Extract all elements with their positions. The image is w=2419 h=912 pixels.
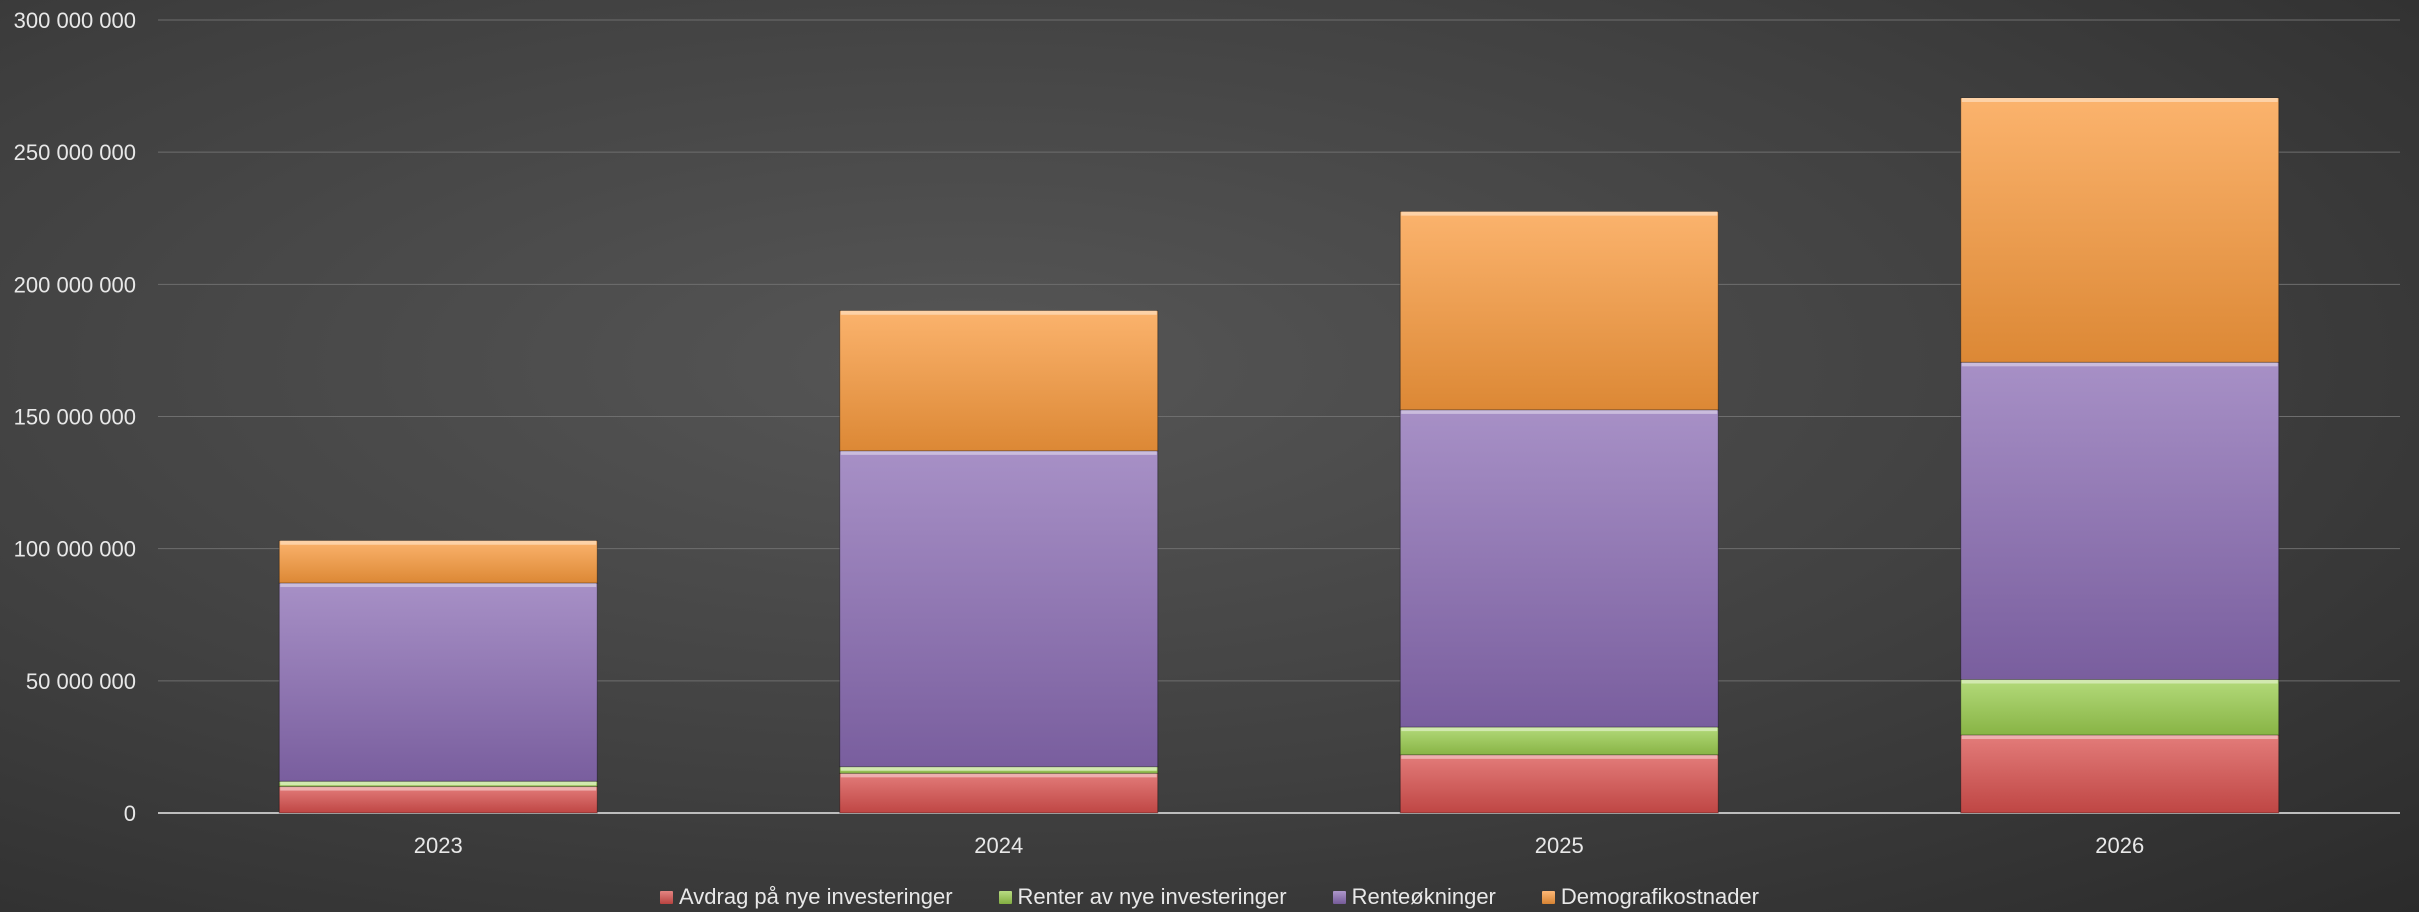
bar-segment <box>839 310 1159 452</box>
bar-segment-bevel <box>1401 409 1718 414</box>
bar-segment-bevel <box>840 773 1157 778</box>
y-tick-label: 200 000 000 <box>14 272 136 297</box>
legend-item: Avdrag på nye investeringer <box>660 884 953 910</box>
bar-segment-bevel <box>280 781 597 786</box>
bar-segment-bevel <box>1961 362 2278 367</box>
bar-segment <box>839 772 1159 814</box>
x-tick-label: 2025 <box>1535 833 1584 858</box>
x-axis: 2023 2024 2025 2026 <box>414 833 2144 858</box>
bar-segment-bevel <box>280 786 597 791</box>
bar-segment-bevel <box>1401 211 1718 216</box>
bar-segment-bevel <box>840 310 1157 315</box>
legend-label: Renter av nye investeringer <box>1017 884 1287 909</box>
bar-segment-bevel <box>1401 727 1718 732</box>
y-tick-label: 50 000 000 <box>26 669 136 694</box>
bar-segment-bevel <box>280 583 597 588</box>
legend-label: Demografikostnader <box>1560 884 1759 909</box>
bar-segment <box>1399 754 1719 814</box>
bar-segment <box>1960 734 2280 814</box>
bar-segment <box>839 450 1159 768</box>
bar-segment-bevel <box>840 450 1157 455</box>
legend-swatch <box>660 890 673 904</box>
y-tick-label: 300 000 000 <box>14 8 136 33</box>
bar-segment <box>278 582 598 782</box>
legend-item: Renter av nye investeringer <box>998 884 1287 910</box>
stacked-bar-chart: 0 50 000 000 100 000 000 150 000 000 200 000… <box>14 8 2400 858</box>
bar-segment <box>1960 97 2280 363</box>
legend-label: Avdrag på nye investeringer <box>679 884 953 909</box>
bar-segment <box>278 786 598 814</box>
legend-swatch <box>1541 890 1555 904</box>
y-tick-label: 100 000 000 <box>14 537 136 562</box>
bar-segment-bevel <box>840 766 1157 771</box>
legend-label: Renteøkninger <box>1351 884 1496 909</box>
legend: Avdrag på nye investeringer Renter av nye… <box>0 882 2419 912</box>
y-tick-label: 0 <box>124 801 136 826</box>
x-tick-label: 2023 <box>414 833 463 858</box>
y-tick-label: 250 000 000 <box>14 140 136 165</box>
legend-swatch <box>1332 890 1346 904</box>
bar-segment-bevel <box>1961 679 2278 684</box>
bars <box>278 97 2280 814</box>
bar-segment <box>1399 409 1719 728</box>
bar-segment-bevel <box>280 540 597 545</box>
legend-swatch <box>998 890 1012 904</box>
x-tick-label: 2026 <box>2095 833 2144 858</box>
x-tick-label: 2024 <box>974 833 1023 858</box>
bar-segment <box>1960 361 2280 681</box>
bar-segment-bevel <box>1961 735 2278 740</box>
bar-segment <box>278 540 598 584</box>
y-axis: 0 50 000 000 100 000 000 150 000 000 200 000… <box>14 8 136 826</box>
bar-segment <box>1960 679 2280 736</box>
bar-segment-bevel <box>1401 754 1718 759</box>
legend-item: Demografikostnader <box>1541 884 1759 910</box>
bar-segment-bevel <box>1961 97 2278 102</box>
bar-segment <box>1399 726 1719 756</box>
bar-segment <box>1399 211 1719 411</box>
y-tick-label: 150 000 000 <box>14 405 136 430</box>
legend-item: Renteøkninger <box>1332 884 1496 910</box>
